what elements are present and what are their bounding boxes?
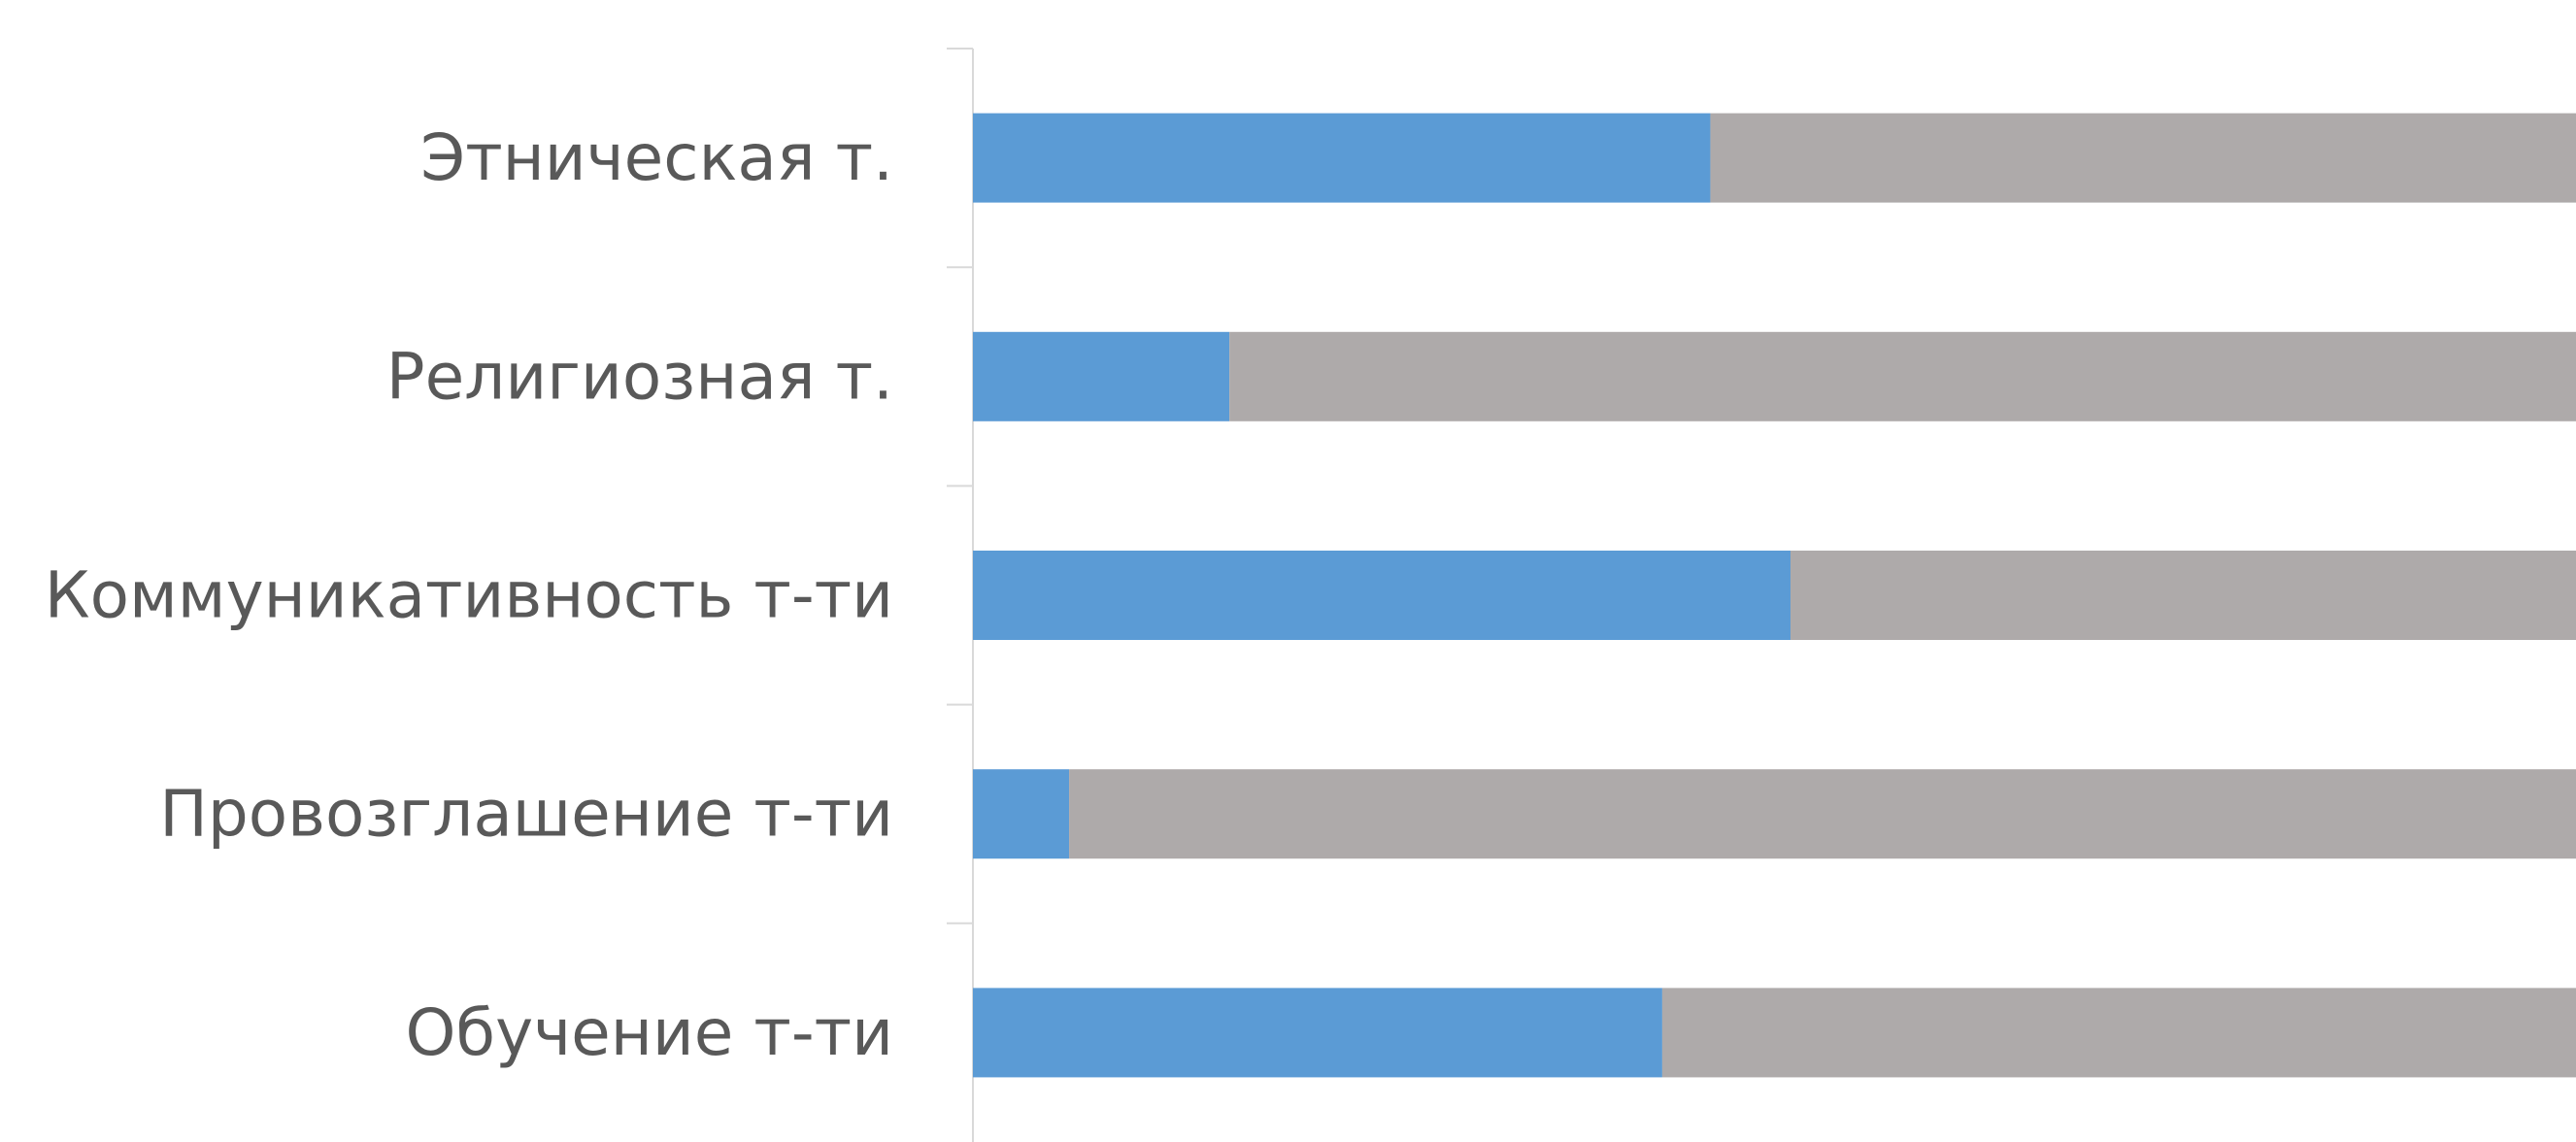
bar-segment-series-1 bbox=[973, 988, 1662, 1078]
bar-segment-series-2 bbox=[1229, 331, 2576, 421]
bars-layer bbox=[973, 113, 2576, 1078]
bar-segment-series-2 bbox=[1661, 988, 2576, 1078]
bar-segment-series-1 bbox=[973, 331, 1230, 421]
bar-segment-series-2 bbox=[1790, 551, 2576, 640]
bar-segment-series-1 bbox=[973, 113, 1711, 203]
category-label: Этническая т. bbox=[420, 120, 893, 195]
bar-segment-series-2 bbox=[1710, 113, 2576, 203]
category-labels: Этническая т. Религиозная т. Коммуникативн… bbox=[45, 120, 893, 1070]
category-label: Провозглашение т-ти bbox=[159, 777, 893, 852]
category-axis bbox=[947, 48, 974, 1142]
category-label: Коммуникативность т-ти bbox=[45, 558, 893, 633]
bar-segment-series-2 bbox=[1069, 769, 2576, 859]
bar-segment-series-1 bbox=[973, 769, 1070, 859]
bar-segment-series-1 bbox=[973, 551, 1791, 640]
category-label: Религиозная т. bbox=[386, 339, 893, 414]
category-label: Обучение т-ти bbox=[405, 995, 893, 1070]
